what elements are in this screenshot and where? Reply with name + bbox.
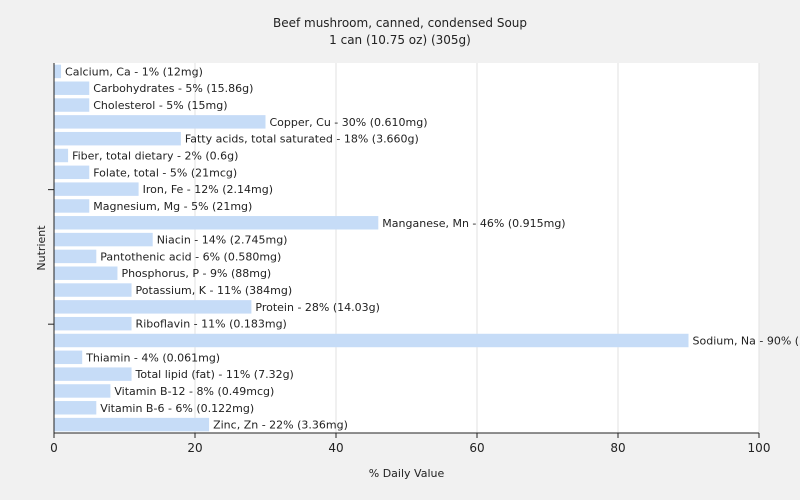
x-tick-label: 0: [50, 441, 58, 455]
bar-label: Carbohydrates - 5% (15.86g): [93, 82, 253, 95]
bar-label: Riboflavin - 11% (0.183mg): [136, 318, 287, 331]
bar-label: Magnesium, Mg - 5% (21mg): [93, 200, 252, 213]
bar: [54, 115, 266, 129]
bar: [54, 131, 181, 146]
bar: [54, 148, 69, 163]
bars: Calcium, Ca - 1% (12mg) Carbohydrates - 5…: [54, 64, 800, 432]
bar: [54, 384, 111, 398]
bar: [54, 333, 689, 348]
bar-label: Calcium, Ca - 1% (12mg): [65, 65, 203, 78]
bar-label: Folate, total - 5% (21mcg): [93, 166, 237, 179]
bar: [54, 232, 153, 247]
bar-label: Total lipid (fat) - 11% (7.32g): [135, 368, 294, 381]
bar-label: Pantothenic acid - 6% (0.580mg): [100, 250, 281, 263]
x-tick-label: 60: [469, 441, 484, 455]
bar-label: Copper, Cu - 30% (0.610mg): [270, 116, 428, 129]
bar-label: Niacin - 14% (2.745mg): [157, 234, 288, 247]
bar: [54, 350, 83, 365]
bar-label: Zinc, Zn - 22% (3.36mg): [213, 419, 348, 432]
bar-label: Vitamin B-12 - 8% (0.49mcg): [114, 385, 274, 398]
bar: [54, 367, 132, 381]
bar: [54, 98, 90, 112]
bar-label: Cholesterol - 5% (15mg): [93, 99, 227, 112]
x-axis-label: % Daily Value: [369, 467, 445, 480]
bar: [54, 401, 97, 415]
bar: [54, 165, 90, 180]
x-tick-label: 100: [748, 441, 771, 455]
bar: [54, 81, 90, 95]
bar-label: Phosphorus, P - 9% (88mg): [121, 267, 271, 280]
bar-label: Fatty acids, total saturated - 18% (3.66…: [185, 133, 419, 146]
bar-label: Vitamin B-6 - 6% (0.122mg): [100, 402, 254, 415]
bar: [54, 266, 118, 280]
bar-label: Fiber, total dietary - 2% (0.6g): [72, 150, 238, 163]
bar-label: Potassium, K - 11% (384mg): [136, 284, 293, 297]
y-axis-label: Nutrient: [35, 225, 48, 271]
bar: [54, 182, 139, 196]
bar: [54, 216, 379, 230]
bar: [54, 316, 132, 331]
bar-label: Manganese, Mn - 46% (0.915mg): [382, 217, 565, 230]
bar: [54, 300, 252, 314]
chart-subtitle: 1 can (10.75 oz) (305g): [329, 33, 471, 47]
chart-title: Beef mushroom, canned, condensed Soup: [273, 16, 527, 30]
bar: [54, 199, 90, 213]
bar: [54, 64, 62, 79]
axes: 0 20 40 60 80 100: [48, 63, 770, 455]
bar: [54, 417, 210, 432]
x-tick-label: 20: [187, 441, 202, 455]
bar: [54, 249, 97, 264]
bar-label: Protein - 28% (14.03g): [255, 301, 380, 314]
bar-label: Sodium, Na - 90% (2162mg): [693, 335, 800, 348]
bar: [54, 283, 132, 297]
bar-label: Thiamin - 4% (0.061mg): [85, 351, 220, 364]
x-tick-label: 80: [610, 441, 625, 455]
bar-label: Iron, Fe - 12% (2.14mg): [143, 183, 273, 196]
x-tick-label: 40: [328, 441, 343, 455]
